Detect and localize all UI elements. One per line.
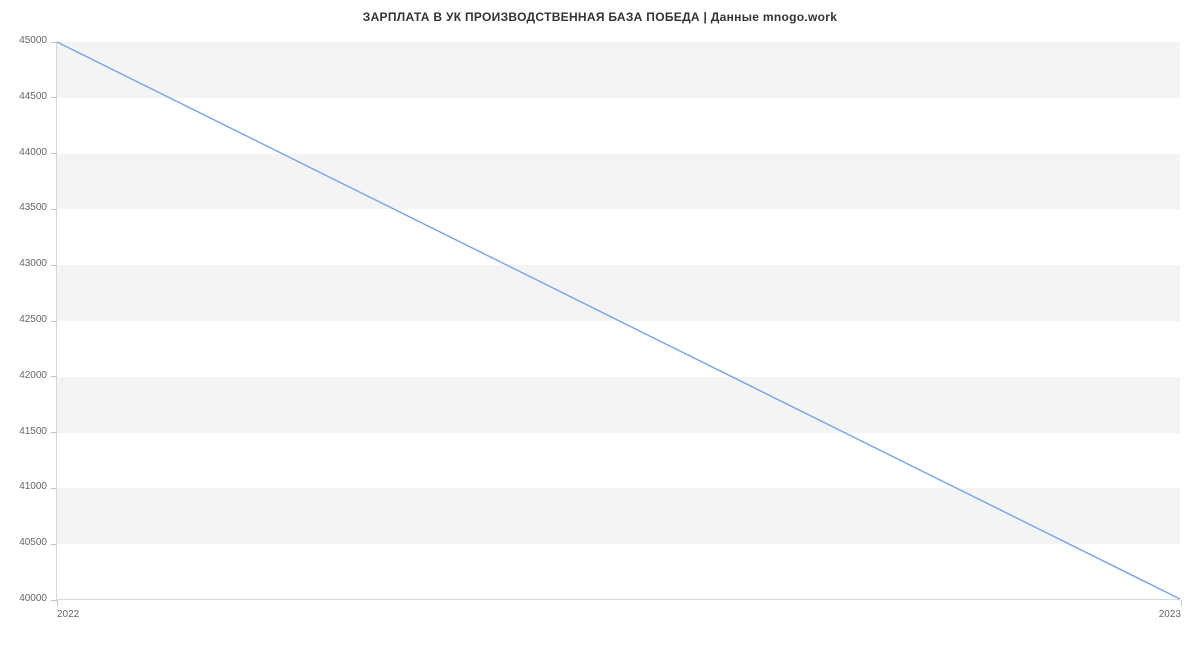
y-tick-label: 42500: [19, 314, 47, 325]
y-tick-mark: [51, 321, 57, 322]
y-tick-label: 43500: [19, 202, 47, 213]
y-tick-label: 41000: [19, 481, 47, 492]
y-tick-mark: [51, 153, 57, 154]
line-layer: [57, 42, 1180, 599]
y-tick-mark: [51, 432, 57, 433]
x-tick-label: 2022: [57, 609, 79, 620]
chart-container: 40000 40500 41000 41500 42000 42500 43000 43500…: [0, 30, 1200, 630]
y-tick-mark: [51, 265, 57, 266]
y-tick-mark: [51, 97, 57, 98]
y-tick-label: 42000: [19, 370, 47, 381]
y-tick-mark: [51, 488, 57, 489]
y-tick-label: 45000: [19, 35, 47, 46]
y-tick-label: 44000: [19, 147, 47, 158]
y-tick-label: 40500: [19, 537, 47, 548]
x-tick-mark: [57, 600, 58, 606]
y-tick-mark: [51, 376, 57, 377]
y-tick-mark: [51, 209, 57, 210]
y-tick-mark: [51, 544, 57, 545]
chart-title: ЗАРПЛАТА В УК ПРОИЗВОДСТВЕННАЯ БАЗА ПОБЕ…: [0, 0, 1200, 30]
x-tick-mark: [1181, 600, 1182, 606]
series-line: [57, 42, 1180, 599]
y-tick-label: 41500: [19, 426, 47, 437]
y-tick-label: 40000: [19, 593, 47, 604]
y-tick-label: 43000: [19, 258, 47, 269]
x-tick-label: 2023: [1159, 609, 1181, 620]
y-tick-mark: [51, 42, 57, 43]
y-tick-label: 44500: [19, 91, 47, 102]
plot-area: 4000040500410004150042000425004300043500…: [56, 42, 1180, 600]
